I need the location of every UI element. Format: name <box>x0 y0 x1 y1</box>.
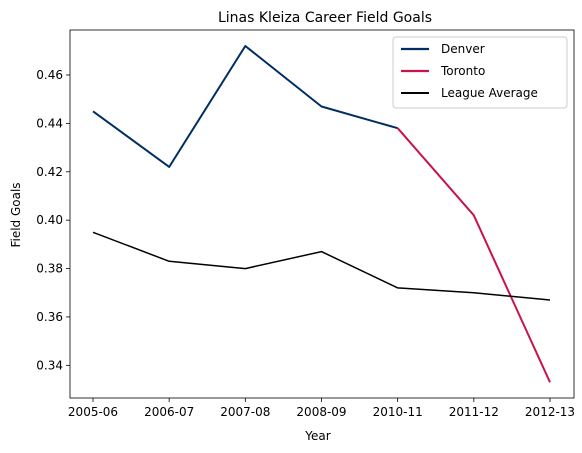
series-line-denver <box>92 45 398 168</box>
x-tick-label: 2010-11 <box>373 405 423 419</box>
x-tick-label: 2011-12 <box>449 405 499 419</box>
legend: Denver Toronto League Average <box>392 36 568 109</box>
x-tick-label: 2008-09 <box>296 405 346 419</box>
plot-area: 2005-06 2006-07 2007-08 2008-09 2010-11 2011-… <box>36 29 575 419</box>
legend-entry: Denver <box>441 42 485 56</box>
x-tick-label: 2005-06 <box>68 405 118 419</box>
x-tick-label: 2006-07 <box>144 405 194 419</box>
y-tick-label: 0.34 <box>36 358 63 372</box>
series-line-league-average <box>92 231 551 301</box>
y-tick-label: 0.42 <box>36 165 63 179</box>
y-tick-label: 0.38 <box>36 262 63 276</box>
y-tick-label: 0.40 <box>36 213 63 227</box>
x-tick-label: 2007-08 <box>220 405 270 419</box>
x-tick-label: 2012-13 <box>525 405 575 419</box>
y-tick-label: 0.46 <box>36 68 63 82</box>
chart-title: Linas Kleiza Career Field Goals <box>218 10 432 26</box>
legend-entry: League Average <box>441 86 538 100</box>
y-tick-label: 0.36 <box>36 310 63 324</box>
legend-entry: Toronto <box>440 64 485 78</box>
x-axis-label: Year <box>304 429 330 443</box>
legend-box <box>392 36 568 109</box>
y-tick-label: 0.44 <box>36 116 63 130</box>
series-line-toronto <box>396 127 551 383</box>
y-axis-label: Field Goals <box>9 182 23 247</box>
plot-frame <box>69 29 575 399</box>
